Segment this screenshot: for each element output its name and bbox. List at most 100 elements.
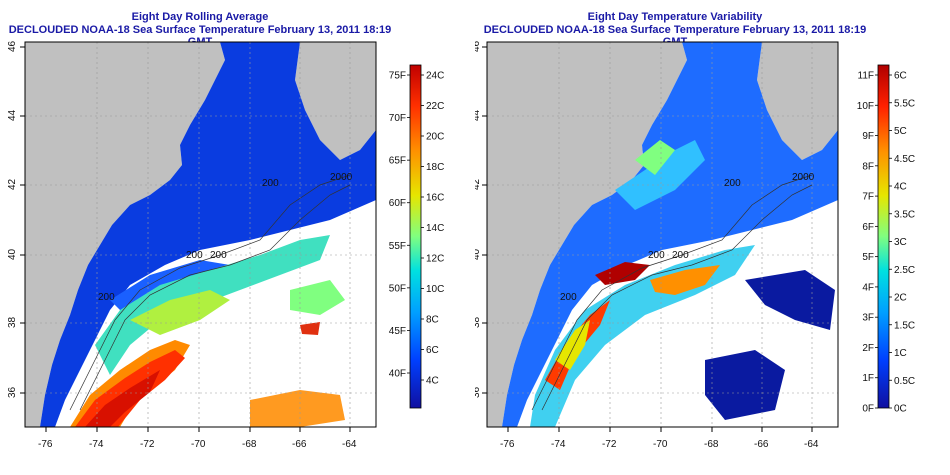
lat-tick-label: 44 <box>7 109 18 121</box>
fahrenheit-label: 65F <box>389 156 406 167</box>
bathymetry-contours <box>531 174 813 411</box>
fahrenheit-label: 3F <box>862 313 874 324</box>
sst-variability-panel: Eight Day Temperature Variability DECLOU… <box>475 0 950 475</box>
fahrenheit-label: 60F <box>389 198 406 209</box>
celsius-label: 6C <box>426 345 439 356</box>
lon-tick-label: -66 <box>292 439 307 450</box>
map-frame <box>486 41 839 428</box>
celsius-label: 0C <box>894 404 907 415</box>
lat-tick-label: 38 <box>7 316 18 328</box>
colorbar <box>409 64 422 409</box>
fahrenheit-label: 8F <box>862 161 874 172</box>
sst-map: 200 200 200 2000 200 -76 -74 -72 -70 -68… <box>7 40 445 450</box>
lat-tick-label: 40 <box>475 248 482 260</box>
fahrenheit-label: 11F <box>858 71 875 82</box>
celsius-label: 12C <box>426 254 444 265</box>
fahrenheit-label: 1F <box>862 373 874 384</box>
fahrenheit-label: 0F <box>862 404 874 415</box>
bathymetry-contours <box>69 174 351 411</box>
contour-label: 200 <box>672 250 689 261</box>
celsius-label: 4C <box>894 182 907 193</box>
fahrenheit-label: 10F <box>857 101 874 112</box>
contour-label: 200 <box>98 292 115 303</box>
land-mass <box>25 42 225 427</box>
contour-label: 200 <box>186 250 203 261</box>
lon-tick-label: -70 <box>191 439 206 450</box>
fahrenheit-label: 2F <box>862 343 874 354</box>
celsius-label: 22C <box>426 101 444 112</box>
fahrenheit-label: 5F <box>862 252 874 263</box>
lat-tick-label: 38 <box>475 316 482 328</box>
lon-tick-label: -70 <box>653 439 668 450</box>
lon-tick-label: -76 <box>500 439 515 450</box>
fahrenheit-label: 55F <box>389 241 406 252</box>
contour-label: 200 <box>210 250 227 261</box>
celsius-label: 5C <box>894 126 907 137</box>
fahrenheit-label: 45F <box>389 326 406 337</box>
lon-tick-label: -64 <box>342 439 357 450</box>
lat-tick-label: 46 <box>475 40 482 52</box>
slope-water <box>95 235 330 375</box>
celsius-label: 2C <box>894 293 907 304</box>
contour-label: 2000 <box>792 172 815 183</box>
map-frame <box>24 41 377 428</box>
lat-tick-label: 42 <box>475 178 482 190</box>
celsius-label: 0.5C <box>894 376 915 387</box>
lat-tick-label: 46 <box>7 40 18 52</box>
celsius-label: 3C <box>894 237 907 248</box>
fahrenheit-label: 75F <box>389 71 406 82</box>
lon-tick-label: -68 <box>704 439 719 450</box>
celsius-label: 24C <box>426 71 444 82</box>
variability-map: 200 200 200 2000 200 -76 -74 -72 -70 -68… <box>475 40 915 450</box>
celsius-label: 10C <box>426 284 444 295</box>
panel-title: Eight Day Rolling Average <box>131 11 269 23</box>
lon-tick-label: -66 <box>754 439 769 450</box>
contour-label: 2000 <box>330 172 353 183</box>
fahrenheit-label: 9F <box>862 131 874 142</box>
sst-average-panel: Eight Day Rolling Average DECLOUDED NOAA… <box>7 11 445 450</box>
celsius-label: 4C <box>426 376 439 387</box>
colorbar-labels: 11F 10F 9F 8F 7F 6F 5F 4F 3F 2F 1F 0F 6C 5.5C 5C 4.5C 4C… <box>857 71 915 415</box>
fahrenheit-label: 4F <box>862 282 874 293</box>
lon-tick-label: -64 <box>804 439 819 450</box>
low-variability <box>502 42 838 427</box>
lat-tick-label: 44 <box>475 109 482 121</box>
celsius-label: 1C <box>894 348 907 359</box>
colorbar <box>877 64 890 409</box>
lon-tick-label: -74 <box>89 439 104 450</box>
lat-tick-label: 40 <box>7 248 18 260</box>
celsius-label: 14C <box>426 223 444 234</box>
graticule <box>25 42 376 427</box>
lon-tick-label: -74 <box>551 439 566 450</box>
cold-water <box>40 42 376 427</box>
lon-tick-label: -68 <box>242 439 257 450</box>
contour-label: 200 <box>724 178 741 189</box>
celsius-label: 6C <box>894 71 907 82</box>
lat-tick-label: 36 <box>475 386 482 398</box>
celsius-label: 5.5C <box>894 98 915 109</box>
colorbar-labels: 75F 70F 65F 60F 55F 50F 45F 40F 24C 22C 20C 18C 16C 1… <box>389 71 445 387</box>
celsius-label: 18C <box>426 162 444 173</box>
high-variability <box>530 245 755 427</box>
celsius-label: 1.5C <box>894 320 915 331</box>
lon-tick-label: -72 <box>602 439 617 450</box>
graticule <box>487 42 838 427</box>
land-mass <box>487 42 687 427</box>
lon-tick-label: -72 <box>140 439 155 450</box>
contour-label: 200 <box>262 178 279 189</box>
fahrenheit-label: 7F <box>862 192 874 203</box>
fahrenheit-label: 40F <box>389 369 406 380</box>
celsius-label: 4.5C <box>894 154 915 165</box>
celsius-label: 20C <box>426 132 444 143</box>
contour-label: 200 <box>560 292 577 303</box>
celsius-label: 16C <box>426 193 444 204</box>
celsius-label: 3.5C <box>894 209 915 220</box>
lat-tick-label: 36 <box>7 386 18 398</box>
fahrenheit-label: 50F <box>389 283 406 294</box>
lon-tick-label: -76 <box>38 439 53 450</box>
contour-label: 200 <box>648 250 665 261</box>
fahrenheit-label: 6F <box>862 222 874 233</box>
fahrenheit-label: 70F <box>389 113 406 124</box>
celsius-label: 8C <box>426 315 439 326</box>
panel-title: Eight Day Temperature Variability <box>587 11 763 23</box>
